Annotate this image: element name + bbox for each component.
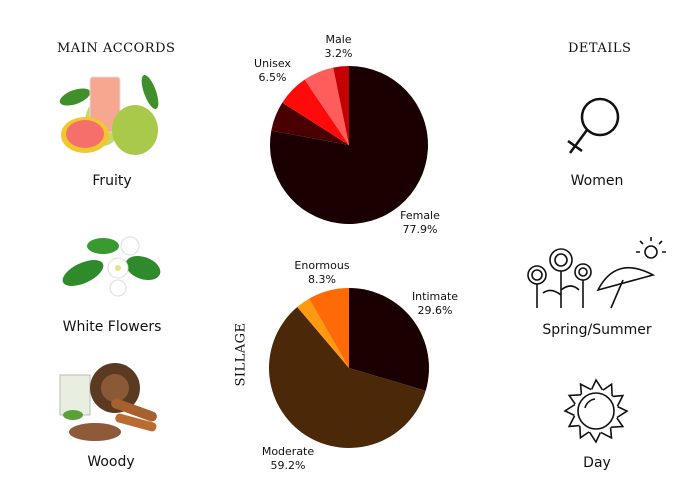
- jasmine-flowers-image: [62, 236, 161, 297]
- label-intimate-name: Intimate: [411, 290, 459, 303]
- pie-label-intimate: Intimate 29.6%: [410, 290, 460, 318]
- sun-ray: [590, 378, 604, 391]
- label-moderate-name: Moderate: [261, 445, 315, 458]
- female-symbol-icon: [567, 97, 620, 154]
- sillage-label: SILLAGE: [233, 322, 249, 387]
- pie-label-male: Male 3.2%: [316, 33, 361, 61]
- main-accords-heading: MAIN ACCORDS: [57, 41, 176, 56]
- pie-slice-moderate: [268, 307, 426, 449]
- sun-ray: [567, 415, 580, 428]
- label-male-pct: 3.2%: [324, 47, 353, 60]
- pie-label-enormous: Enormous 8.3%: [292, 259, 352, 287]
- flowers-umbrella-sun-icon: [527, 237, 666, 309]
- accord-label-white-flowers: White Flowers: [62, 319, 162, 335]
- sun-ray: [610, 417, 625, 428]
- pie-label-female: Female 77.9%: [395, 209, 445, 237]
- sun-ray: [588, 431, 602, 444]
- sun-ray: [612, 394, 625, 407]
- detail-label-spring-summer: Spring/Summer: [542, 322, 652, 338]
- label-female-name: Female: [400, 209, 440, 222]
- label-female-pct: 77.9%: [402, 223, 438, 236]
- sun-ray: [600, 427, 613, 440]
- sun-icon: [563, 378, 629, 444]
- pie-slice-unisex: [282, 79, 349, 145]
- pie-label-unisex: Unisex 6.5%: [250, 57, 295, 85]
- label-unisex-name: Unisex: [254, 57, 291, 70]
- details-heading: DETAILS: [568, 41, 632, 56]
- sun-ray: [567, 394, 582, 405]
- pie-label-moderate: Moderate 59.2%: [258, 445, 318, 473]
- label-enormous-pct: 8.3%: [308, 273, 336, 286]
- pie-slice-enormous: [309, 288, 349, 368]
- sun-ray: [563, 403, 576, 417]
- label-male-name: Male: [325, 33, 352, 46]
- accord-label-fruity: Fruity: [92, 173, 132, 189]
- label-enormous-name: Enormous: [294, 259, 350, 272]
- pie-slice-intimate: [349, 288, 429, 391]
- guava-fruit-image: [59, 74, 159, 155]
- sun-ray: [616, 405, 629, 419]
- label-moderate-pct: 59.2%: [270, 459, 306, 472]
- pie-slice-other-1: [271, 102, 349, 145]
- sun-ray: [579, 382, 592, 395]
- pie-slice-male: [333, 66, 349, 145]
- pie-slice-other-3: [304, 67, 349, 145]
- accord-label-woody: Woody: [87, 454, 135, 470]
- detail-label-women: Women: [570, 173, 624, 189]
- detail-label-day: Day: [583, 455, 611, 471]
- sun-ray: [602, 382, 613, 397]
- label-intimate-pct: 29.6%: [417, 304, 453, 317]
- sun-ray: [579, 425, 590, 440]
- label-unisex-pct: 6.5%: [258, 71, 287, 84]
- wood-cinnamon-image: [59, 363, 157, 441]
- pie-slice-other-2: [297, 298, 349, 368]
